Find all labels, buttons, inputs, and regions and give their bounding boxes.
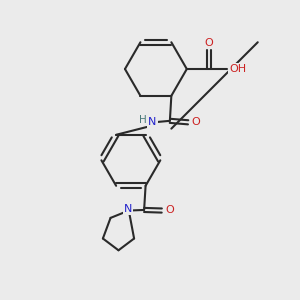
Text: O: O — [165, 205, 174, 215]
Text: O: O — [205, 38, 213, 48]
Text: N: N — [124, 204, 132, 214]
Text: O: O — [192, 117, 200, 127]
Text: H: H — [139, 115, 146, 125]
Text: OH: OH — [229, 64, 246, 74]
Text: N: N — [148, 117, 157, 127]
